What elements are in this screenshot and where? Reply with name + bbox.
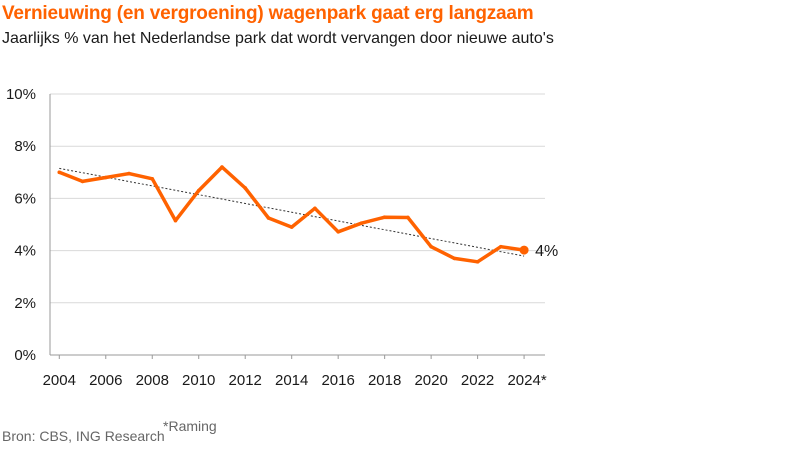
data-point <box>220 165 224 169</box>
series-line <box>57 165 526 264</box>
data-point <box>452 256 457 261</box>
x-axis-ticks: 2004 2006 2008 2010 2012 2014 2016 2018 2020 2022… <box>43 355 547 389</box>
data-point <box>127 171 131 176</box>
x-tick-label: 2020 <box>414 372 447 389</box>
x-tick-label: 2012 <box>229 372 262 389</box>
data-point <box>475 260 480 264</box>
y-tick-label: 4% <box>14 243 36 260</box>
data-point <box>499 244 503 249</box>
data-point <box>103 175 108 180</box>
x-tick-label: 2004 <box>43 372 76 389</box>
data-point <box>336 230 340 234</box>
trendline <box>59 167 525 257</box>
data-point <box>429 244 433 249</box>
data-points <box>57 165 526 264</box>
data-point <box>266 216 271 220</box>
source-note: Bron: CBS, ING Research <box>2 428 165 444</box>
data-point <box>406 215 410 220</box>
data-point <box>313 206 317 211</box>
footnote-marker: * <box>163 418 169 434</box>
x-tick-label: 2018 <box>368 372 401 389</box>
chart-title: Vernieuwing (en vergroening) wagenpark g… <box>2 3 534 24</box>
data-point <box>289 225 294 229</box>
data-point <box>173 218 178 223</box>
x-tick-label: 2022 <box>461 372 494 389</box>
chart-subtitle: Jaarlijks % van het Nederlandse park dat… <box>2 30 554 47</box>
footnote: *Raming <box>163 418 217 434</box>
data-point <box>57 170 62 175</box>
y-tick-label: 8% <box>14 138 36 155</box>
footnote-text: Raming <box>168 418 217 434</box>
gridlines <box>50 93 545 304</box>
data-point <box>196 188 201 193</box>
x-tick-label: 2016 <box>321 372 354 389</box>
x-tick-label: 2014 <box>275 372 308 389</box>
y-tick-label: 2% <box>14 295 36 312</box>
x-tick-label: 2010 <box>182 372 215 389</box>
data-point <box>359 221 364 225</box>
end-point-marker <box>519 245 529 255</box>
data-point <box>80 179 85 184</box>
y-tick-label: 6% <box>14 190 36 207</box>
data-point <box>243 186 248 190</box>
x-tick-label: 2024* <box>507 372 546 389</box>
y-tick-label: 10% <box>6 86 36 103</box>
data-point <box>382 215 387 219</box>
data-point <box>150 177 155 181</box>
y-axis-ticks: 0% 2% 4% 6% 8% 10% <box>6 86 36 364</box>
end-value-label: 4% <box>535 243 558 260</box>
x-tick-label: 2006 <box>89 372 122 389</box>
x-tick-label: 2008 <box>136 372 169 389</box>
y-tick-label: 0% <box>14 347 36 364</box>
